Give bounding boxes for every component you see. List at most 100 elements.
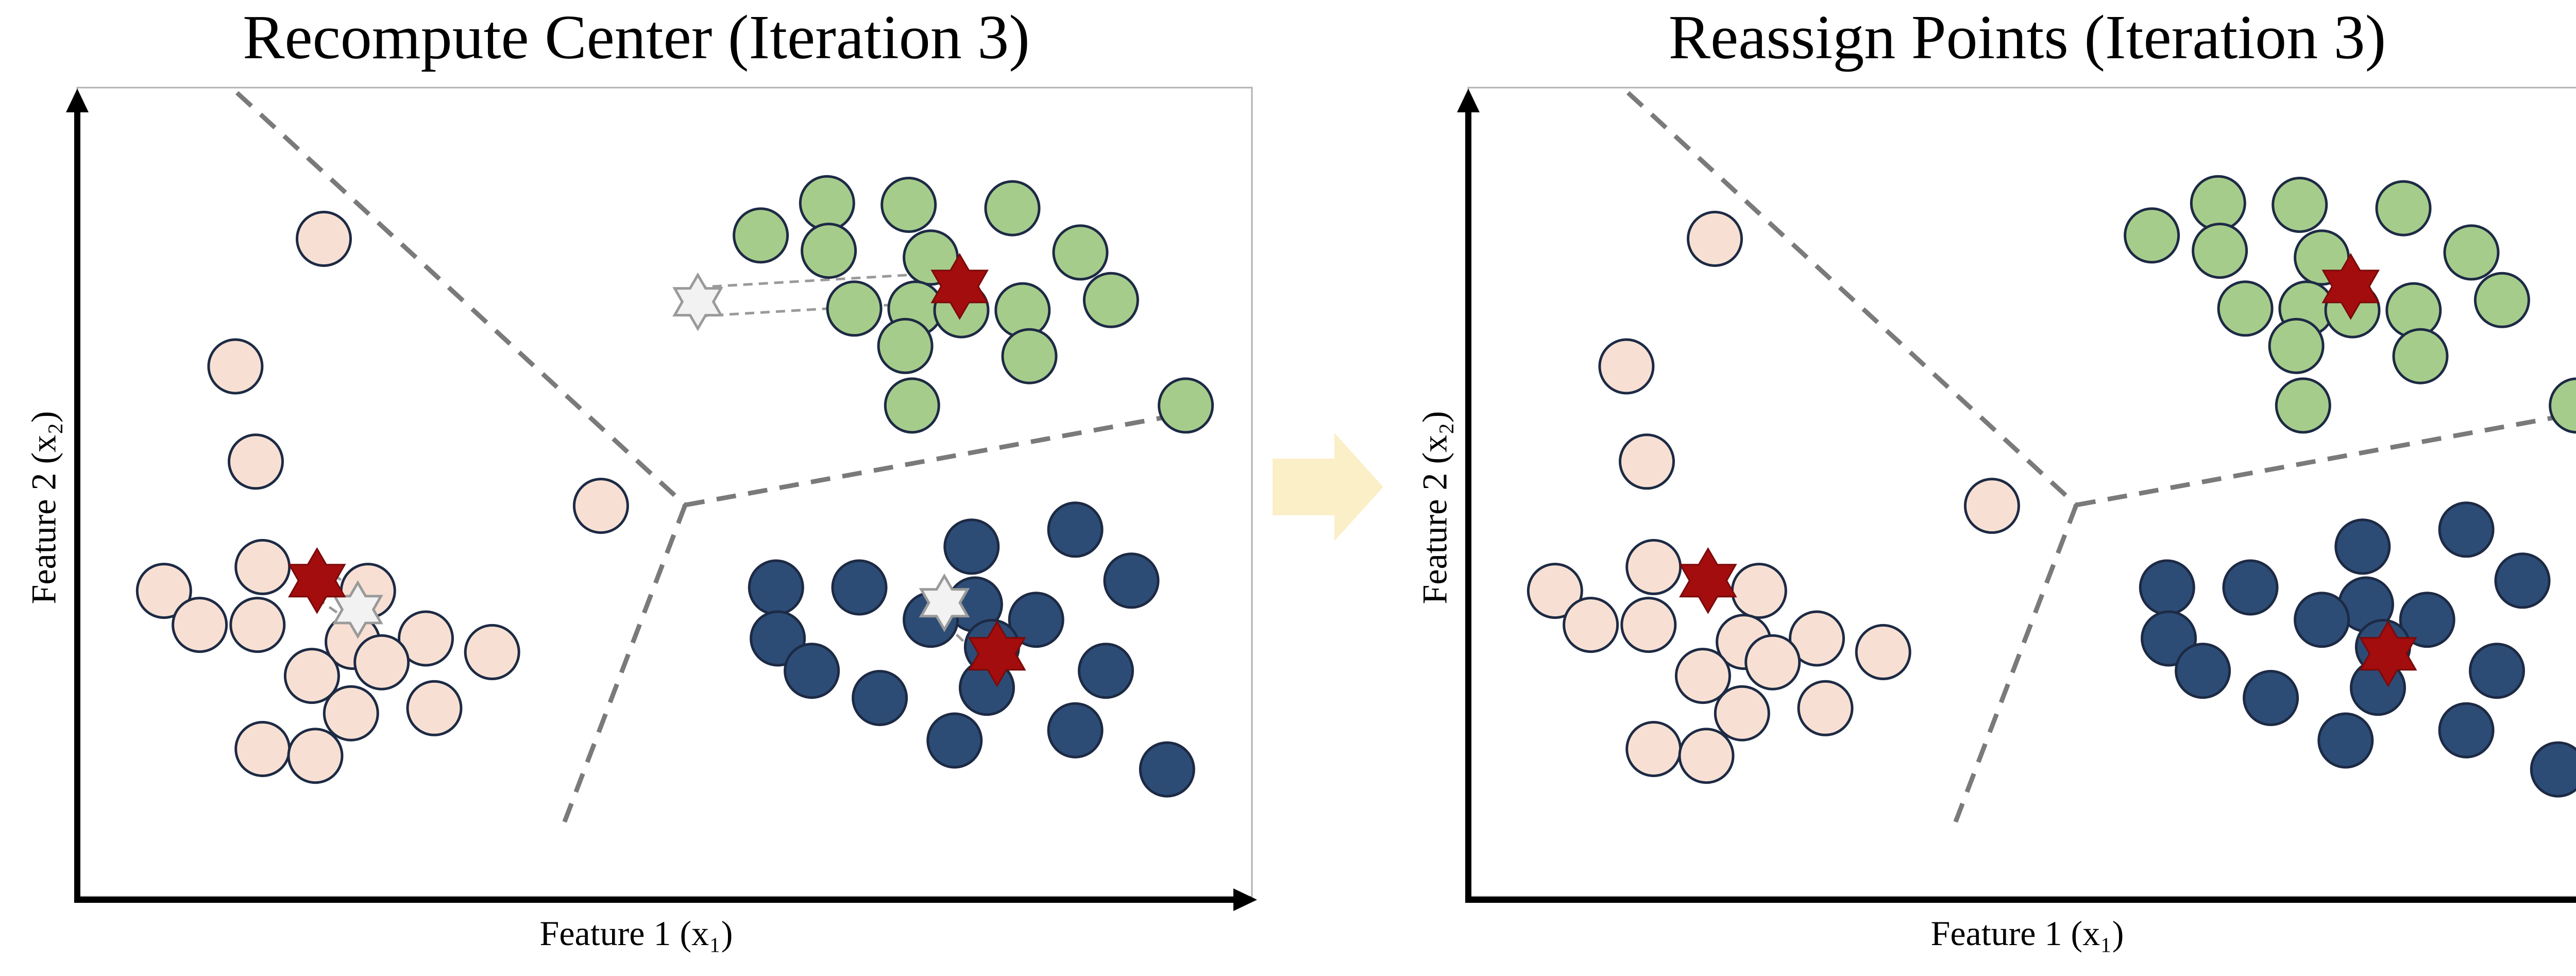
data-point-light bbox=[1527, 563, 1583, 619]
data-point-green bbox=[2124, 207, 2180, 264]
data-point-green bbox=[2275, 377, 2331, 434]
y-axis-label: Feature 2 (x₂) bbox=[1415, 411, 1454, 604]
data-point-light bbox=[1714, 685, 1770, 742]
data-point-navy bbox=[2294, 592, 2350, 648]
data-point-navy bbox=[2469, 643, 2525, 699]
x-axis-arrowhead-icon bbox=[1233, 888, 1257, 911]
data-point-light bbox=[353, 634, 410, 691]
data-point-light bbox=[1678, 728, 1735, 784]
data-point-green bbox=[1052, 224, 1109, 281]
data-point-light bbox=[207, 338, 264, 395]
data-point-light bbox=[1674, 648, 1731, 704]
data-point-navy bbox=[2222, 559, 2279, 616]
data-point-navy bbox=[2438, 501, 2495, 558]
data-point-light bbox=[406, 680, 463, 736]
data-point-navy bbox=[2334, 518, 2391, 575]
data-points bbox=[135, 175, 1214, 798]
data-point-navy bbox=[2494, 552, 2551, 609]
data-point-green bbox=[2443, 224, 2500, 281]
centroid-star-icon bbox=[930, 253, 989, 320]
data-point-navy bbox=[2175, 643, 2231, 699]
data-point-green bbox=[2217, 280, 2274, 337]
data-point-light bbox=[1963, 478, 2020, 534]
data-point-green bbox=[799, 175, 855, 231]
data-point-light bbox=[287, 728, 344, 784]
y-axis-arrowhead-icon bbox=[1457, 89, 1480, 112]
data-point-green bbox=[877, 317, 934, 374]
data-point-navy bbox=[831, 559, 888, 616]
data-point-green bbox=[733, 207, 789, 264]
boundary-line bbox=[559, 504, 688, 831]
panel-reassign-points: Reassign Points (Iteration 3) Feature 1 … bbox=[1391, 0, 2576, 976]
data-point-navy bbox=[2317, 712, 2374, 769]
x-axis-label: Feature 1 (x₁) bbox=[1930, 914, 2124, 953]
data-point-green bbox=[880, 177, 937, 233]
data-point-light bbox=[283, 648, 340, 704]
data-point-light bbox=[1789, 610, 1845, 667]
data-point-navy bbox=[1103, 552, 1160, 609]
data-point-navy bbox=[2139, 559, 2195, 616]
data-point-green bbox=[2268, 317, 2325, 374]
boundary-line bbox=[685, 415, 1165, 508]
axes bbox=[66, 89, 1257, 911]
data-point-green bbox=[826, 280, 883, 337]
old-centroid-star-icon bbox=[919, 573, 970, 632]
shift-line bbox=[933, 612, 988, 665]
data-point-navy bbox=[2530, 741, 2576, 798]
axes bbox=[1457, 89, 2576, 903]
data-point-navy bbox=[852, 670, 908, 726]
data-point-green bbox=[2375, 180, 2432, 237]
data-point-green bbox=[884, 377, 940, 434]
data-point-light bbox=[1731, 563, 1787, 619]
data-point-light bbox=[234, 539, 291, 595]
boundary-line bbox=[1626, 91, 2078, 507]
data-point-navy bbox=[2243, 670, 2299, 726]
decision-boundaries bbox=[235, 91, 1165, 831]
data-point-light bbox=[398, 610, 454, 667]
data-point-light bbox=[572, 478, 629, 534]
data-point-navy bbox=[1047, 702, 1104, 759]
data-point-light bbox=[1620, 597, 1677, 653]
data-point-green bbox=[2549, 377, 2576, 434]
data-point-light bbox=[1625, 721, 1682, 777]
data-point-navy bbox=[1078, 643, 1134, 699]
data-point-green bbox=[1001, 328, 1058, 384]
data-point-green bbox=[801, 223, 857, 279]
boundary-line bbox=[235, 91, 687, 507]
data-point-light bbox=[228, 433, 284, 490]
panel-title: Recompute Center (Iteration 3) bbox=[243, 3, 1030, 72]
scatter-plot bbox=[1457, 87, 2576, 903]
data-point-navy bbox=[1139, 741, 1195, 798]
data-point-light bbox=[135, 563, 192, 619]
centroids bbox=[1679, 253, 2417, 687]
data-point-light bbox=[172, 597, 228, 653]
data-point-green bbox=[984, 180, 1041, 237]
scatter-plot bbox=[66, 87, 1257, 911]
centroid-star-icon bbox=[288, 547, 346, 614]
centroid-star-icon bbox=[2321, 253, 2380, 320]
centroid-star-icon bbox=[1679, 547, 1737, 614]
data-point-green bbox=[2272, 177, 2328, 233]
panel-recompute-center: Recompute Center (Iteration 3) Feature 1… bbox=[0, 0, 1273, 976]
data-point-light bbox=[1598, 338, 1655, 395]
old-centroid-star-icon bbox=[672, 272, 723, 331]
data-points bbox=[1527, 175, 2576, 798]
boundary-line bbox=[2076, 415, 2556, 508]
data-point-green bbox=[2473, 272, 2530, 328]
data-point-navy bbox=[2438, 702, 2495, 759]
data-point-light bbox=[464, 624, 520, 680]
data-point-green bbox=[1158, 377, 1214, 434]
data-point-light bbox=[1687, 211, 1743, 267]
data-point-light bbox=[323, 685, 379, 742]
centroids bbox=[288, 253, 1026, 687]
data-point-light bbox=[296, 211, 352, 267]
decision-boundaries bbox=[1626, 91, 2556, 831]
data-point-light bbox=[1563, 597, 1619, 653]
y-axis-arrowhead-icon bbox=[66, 89, 89, 112]
arrow-right-icon bbox=[1273, 433, 1383, 541]
centroid-star-icon bbox=[2359, 620, 2417, 687]
data-point-green bbox=[2190, 175, 2246, 231]
data-point-light bbox=[234, 721, 291, 777]
data-point-green bbox=[2392, 328, 2449, 384]
panel-title: Reassign Points (Iteration 3) bbox=[1668, 3, 2386, 72]
